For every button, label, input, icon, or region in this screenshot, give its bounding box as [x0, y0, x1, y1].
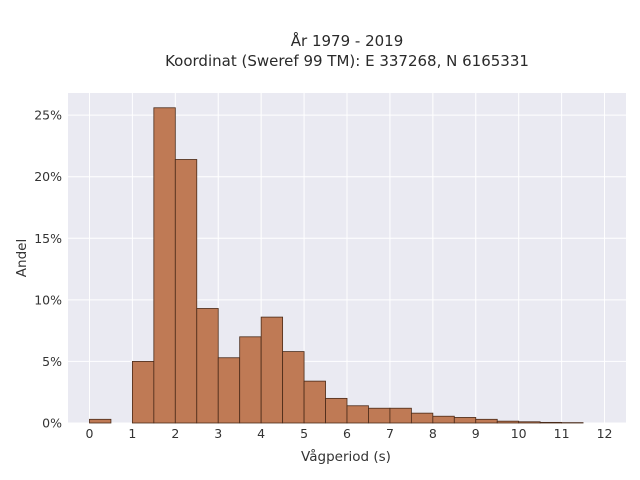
histogram-bar: [410, 412, 434, 424]
histogram-bar: [453, 417, 477, 424]
histogram-bar: [89, 418, 112, 424]
histogram-bar: [196, 308, 219, 424]
histogram-bar: [131, 361, 155, 424]
histogram-bar: [368, 407, 391, 424]
histogram-bar: [282, 351, 305, 424]
x-tick-label: 3: [214, 426, 222, 441]
x-tick-label: 5: [300, 426, 308, 441]
histogram-bar: [518, 421, 541, 424]
histogram-bar: [475, 418, 498, 424]
x-tick-label: 12: [597, 426, 613, 441]
y-tick-label: 15%: [34, 231, 62, 246]
chart-title-line-1: År 1979 - 2019: [291, 31, 404, 50]
y-tick-label: 20%: [34, 169, 62, 184]
x-tick-label: 4: [257, 426, 265, 441]
chart-title-line-2: Koordinat (Sweref 99 TM): E 337268, N 61…: [165, 52, 529, 70]
histogram-bar: [389, 407, 412, 424]
x-tick-label: 10: [511, 426, 527, 441]
y-axis-label: Andel: [14, 239, 30, 277]
histogram-bar: [496, 420, 520, 424]
y-tick-label: 10%: [34, 292, 62, 307]
x-tick-label: 6: [343, 426, 351, 441]
histogram-bar: [346, 405, 369, 424]
histogram-bar: [260, 316, 284, 424]
y-axis-ticks: 0% 5% 10% 15% 20% 25%: [34, 108, 62, 431]
x-tick-label: 11: [554, 426, 570, 441]
histogram-bar: [174, 159, 198, 424]
x-tick-label: 7: [386, 426, 394, 441]
x-tick-label: 0: [85, 426, 93, 441]
x-axis-ticks: 0 1 2 3 4 5 6 7 8 9 10 11 12: [85, 426, 612, 441]
x-tick-label: 2: [171, 426, 179, 441]
histogram-bar: [539, 421, 563, 424]
x-tick-label: 9: [472, 426, 480, 441]
x-tick-label: 8: [429, 426, 437, 441]
x-tick-label: 1: [128, 426, 136, 441]
histogram-bar: [303, 380, 326, 424]
y-tick-label: 5%: [42, 354, 62, 369]
bars: [89, 107, 584, 424]
y-tick-label: 0%: [42, 416, 62, 431]
histogram-bar: [217, 357, 241, 424]
histogram-bar: [325, 397, 348, 424]
histogram-bar: [432, 415, 455, 424]
histogram-bar: [153, 107, 176, 424]
x-axis-label: Vågperiod (s): [301, 448, 391, 465]
histogram-bar: [239, 336, 262, 424]
y-tick-label: 25%: [34, 108, 62, 123]
